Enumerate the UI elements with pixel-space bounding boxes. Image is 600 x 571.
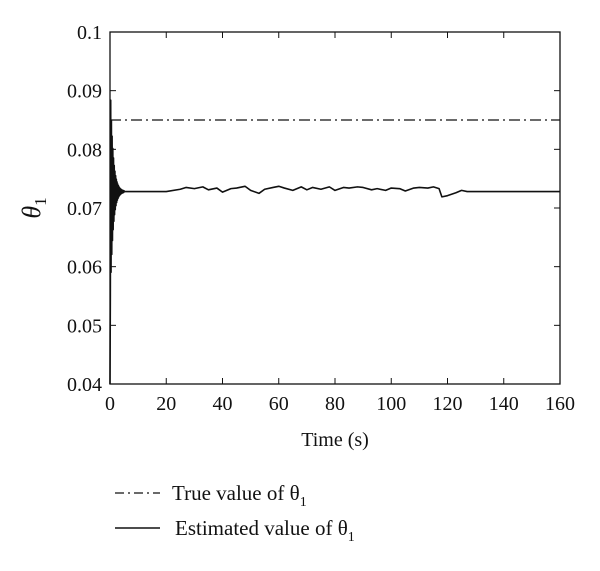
ticks-layer: 0 20 40 60 80 100 120 140 160 0.04 0.05 0.06 0.07 0.0… [67,22,575,415]
y-tick-label: 0.06 [67,257,102,279]
y-tick-label: 0.04 [67,374,102,396]
legend-label-estimated-value: Estimated value of θ1 [175,516,355,545]
y-tick-label: 0.05 [67,315,102,337]
legend-label-subscript: 1 [300,495,307,510]
x-tick-label: 140 [489,393,519,415]
plot-frame [109,31,561,385]
legend-label-text: Estimated value of θ [175,516,348,540]
y-tick-label: 0.07 [67,198,102,220]
y-tick-label: 0.1 [77,22,102,44]
x-tick-label: 60 [269,393,289,415]
y-axis-label: θ1 [17,197,50,218]
series-estimated-value-line [109,99,560,385]
x-tick-label: 20 [156,393,176,415]
y-tick-label: 0.09 [67,81,102,103]
y-axis-label-subscript: 1 [31,197,50,206]
x-tick-label: 0 [105,393,115,415]
x-tick-label: 80 [325,393,345,415]
marks-layer [109,99,560,385]
x-tick-label: 120 [433,393,463,415]
x-tick-label: 160 [545,393,575,415]
legend-label-subscript: 1 [348,530,355,545]
x-axis-label: Time (s) [301,429,369,451]
y-axis-label-symbol: θ [17,206,46,219]
x-tick-label: 100 [376,393,406,415]
legend-label-true-value: True value of θ1 [172,481,307,510]
y-tick-label: 0.08 [67,139,102,161]
legend: True value of θ1 Estimated value of θ1 [115,481,355,545]
legend-label-text: True value of θ [172,481,300,505]
x-tick-label: 40 [213,393,233,415]
